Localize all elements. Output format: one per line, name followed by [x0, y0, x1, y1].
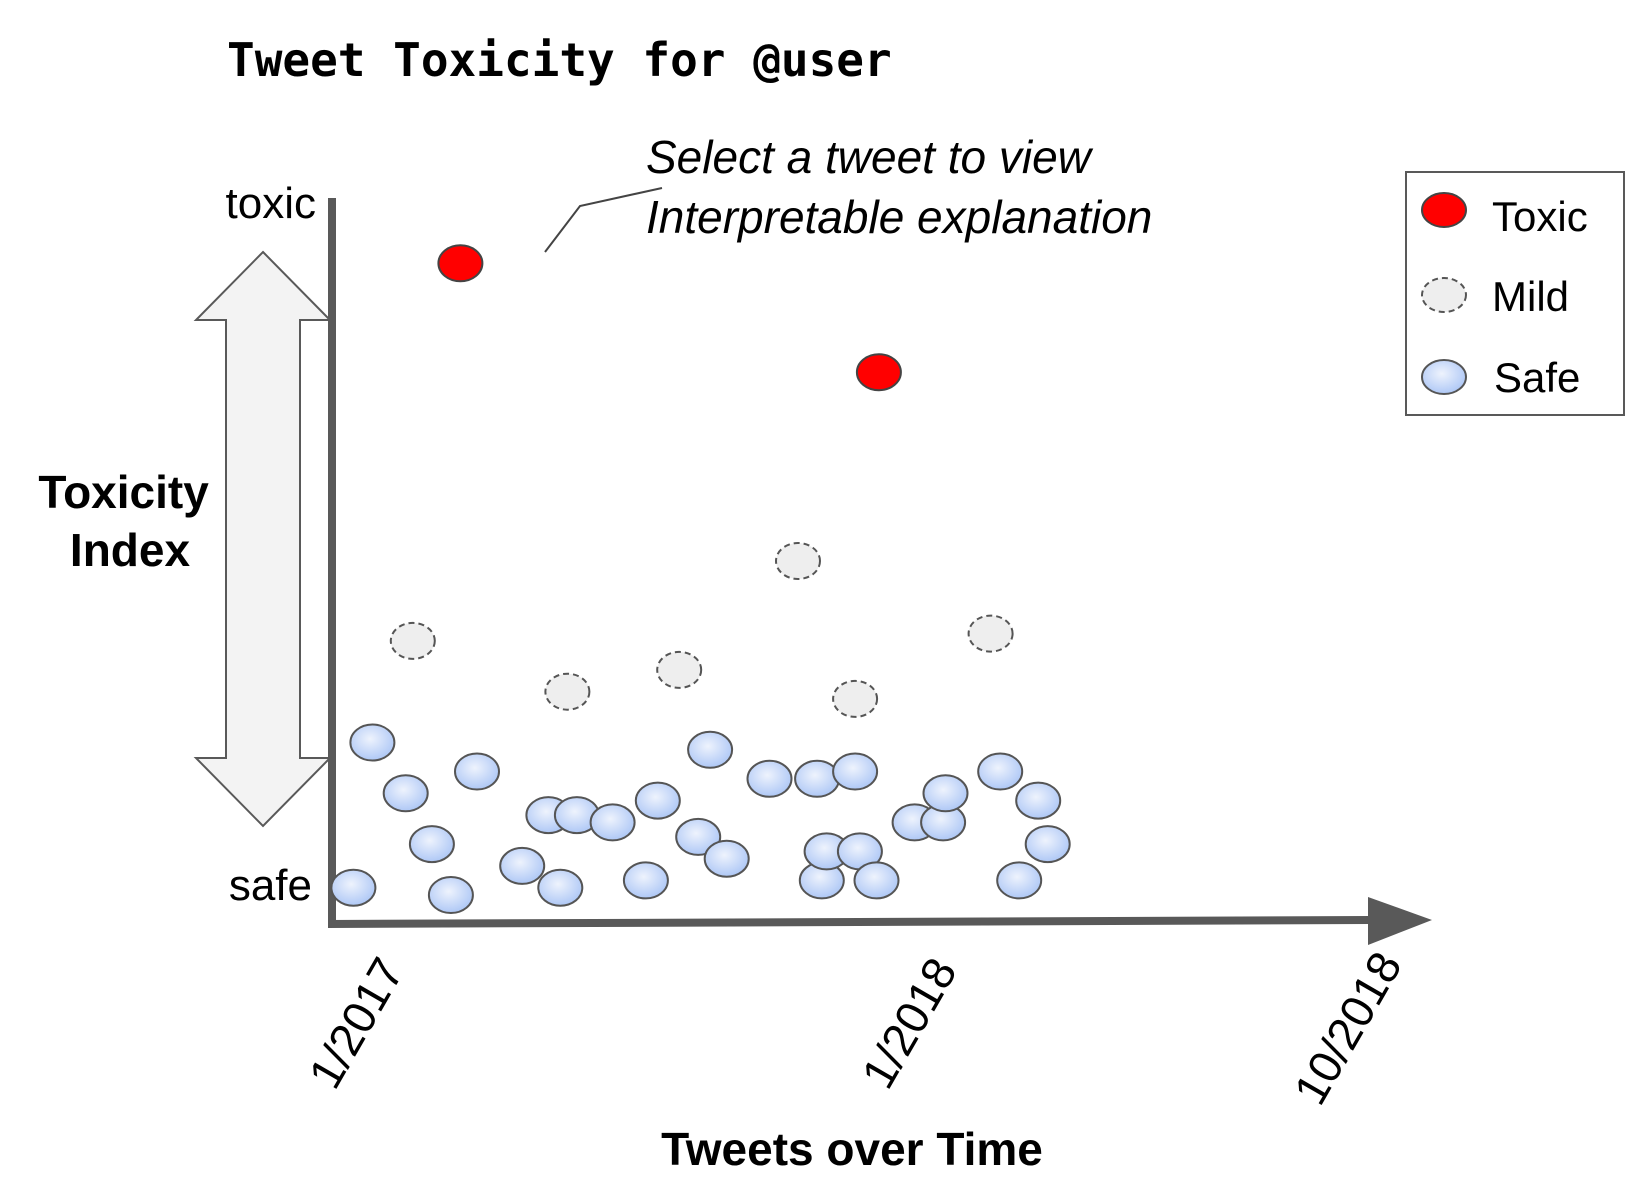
y-bottom-label: safe: [229, 861, 312, 910]
x-axis-label: Tweets over Time: [661, 1123, 1043, 1175]
toxicity-double-arrow: [193, 250, 333, 828]
legend-safe-label: Safe: [1494, 354, 1580, 401]
tweet-point-safe-26[interactable]: [832, 752, 879, 791]
y-axis-label: Toxicity Index: [38, 466, 221, 576]
tweet-point-toxic-29[interactable]: [855, 353, 902, 392]
tweet-point-safe-4[interactable]: [408, 825, 455, 864]
x-tick-10-2018: 10/2018: [1283, 943, 1411, 1113]
annotation-leader-line: [544, 187, 663, 253]
tweet-point-safe-35[interactable]: [996, 861, 1043, 900]
y-top-label: toxic: [226, 179, 316, 228]
tweet-point-safe-28[interactable]: [853, 861, 900, 900]
tweet-point-safe-8[interactable]: [499, 846, 546, 885]
legend-mild-marker[interactable]: [1421, 277, 1467, 313]
tweet-point-toxic-6[interactable]: [437, 244, 484, 283]
x-tick-1-2017: 1/2017: [298, 949, 413, 1097]
tweet-point-safe-15[interactable]: [634, 781, 681, 820]
tweet-point-safe-5[interactable]: [427, 876, 474, 914]
legend-mild-label: Mild: [1492, 273, 1569, 320]
tweet-point-safe-18[interactable]: [687, 730, 734, 769]
x-axis-arrowhead: [1368, 897, 1432, 945]
tweet-point-safe-10[interactable]: [537, 868, 584, 907]
annotation-text: Select a tweet to view Interpretable exp…: [646, 131, 1152, 243]
tweet-point-mild-21[interactable]: [775, 542, 821, 580]
tweet-point-mild-11[interactable]: [544, 672, 591, 711]
tweet-point-safe-20[interactable]: [746, 759, 793, 798]
legend-safe-marker[interactable]: [1421, 359, 1467, 395]
tweet-point-safe-0[interactable]: [330, 868, 377, 907]
legend-toxic-marker[interactable]: [1421, 192, 1467, 228]
legend: Toxic Mild Safe: [1405, 171, 1625, 416]
tweet-point-safe-19[interactable]: [703, 839, 750, 878]
tweet-point-mild-3[interactable]: [389, 621, 436, 660]
tweet-point-safe-13[interactable]: [589, 803, 636, 842]
tweet-point-mild-33[interactable]: [967, 614, 1014, 653]
legend-toxic-label: Toxic: [1492, 193, 1588, 240]
tweet-point-safe-14[interactable]: [622, 861, 669, 900]
chart-title: Tweet Toxicity for @user: [227, 33, 892, 87]
tweet-point-safe-36[interactable]: [1015, 781, 1062, 820]
tweet-point-safe-7[interactable]: [454, 752, 500, 791]
x-tick-1-2018: 1/2018: [851, 949, 966, 1097]
tweet-point-mild-16[interactable]: [656, 650, 703, 689]
tweet-point-safe-37[interactable]: [1024, 825, 1071, 864]
x-axis: [327, 916, 1371, 928]
tweet-point-safe-2[interactable]: [382, 774, 429, 813]
tweet-point-safe-22[interactable]: [794, 759, 841, 798]
tweet-point-safe-1[interactable]: [349, 723, 396, 762]
tweet-point-safe-34[interactable]: [977, 752, 1024, 791]
tweet-point-safe-17[interactable]: [675, 817, 722, 856]
tweet-point-safe-32[interactable]: [922, 774, 969, 813]
tweet-point-mild-25[interactable]: [832, 679, 879, 718]
points-layer: [330, 244, 1071, 914]
